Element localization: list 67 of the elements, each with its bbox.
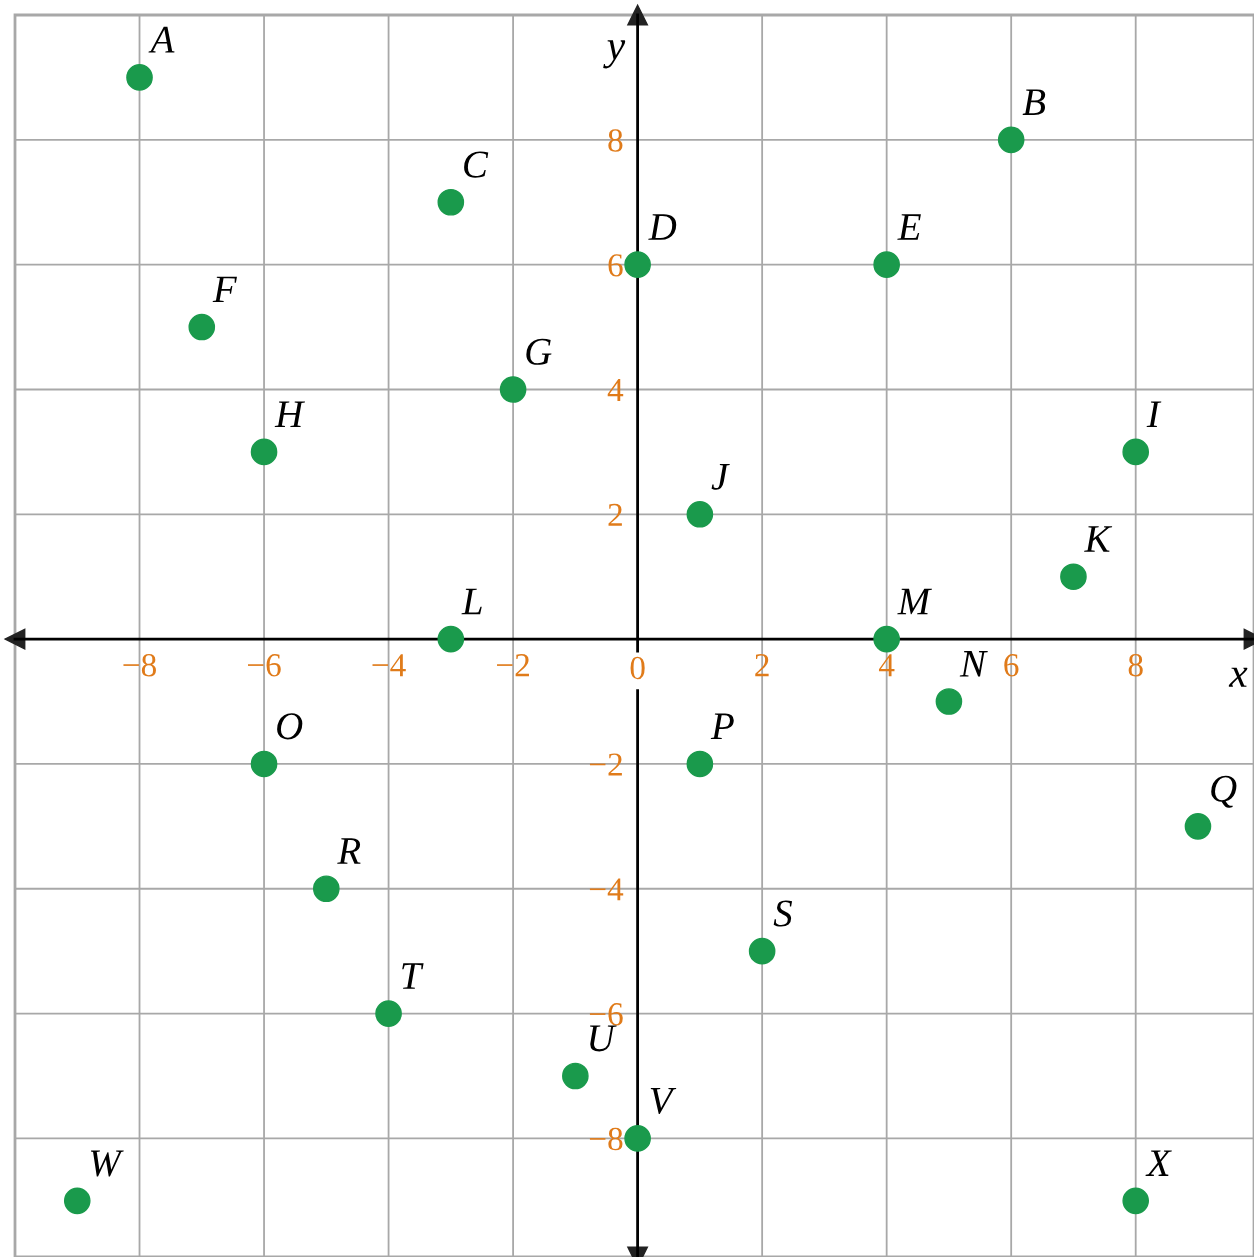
- x-tick-label: −4: [372, 654, 406, 677]
- annotation: J: [711, 463, 730, 490]
- annotation: G: [526, 338, 552, 365]
- annotation: I: [1146, 401, 1162, 427]
- point: [1184, 813, 1212, 840]
- point: [873, 251, 900, 278]
- point: [686, 500, 714, 528]
- y-tick-label: 4: [607, 379, 624, 402]
- annotation: V: [650, 1088, 677, 1115]
- annotation: W: [90, 1150, 124, 1177]
- point: [624, 251, 651, 278]
- point: [437, 625, 465, 653]
- annotation: O: [277, 713, 303, 740]
- point: [437, 188, 465, 216]
- annotation: A: [148, 26, 175, 53]
- point: [63, 1187, 91, 1215]
- annotation: C: [464, 151, 489, 178]
- y-tick-label: 8: [608, 129, 623, 152]
- y-tick-label: −6: [589, 1003, 623, 1026]
- point: [624, 1125, 651, 1152]
- point: [1060, 563, 1087, 591]
- annotation: H: [274, 401, 305, 427]
- annotation: F: [212, 276, 237, 303]
- x-tick-label: 2: [755, 654, 769, 677]
- point: [873, 625, 900, 653]
- point: [1122, 1187, 1150, 1215]
- annotation: L: [461, 588, 482, 615]
- point: [250, 438, 278, 466]
- point: [312, 875, 340, 903]
- point: [250, 750, 278, 778]
- annotation: K: [1084, 526, 1113, 552]
- annotation: E: [897, 214, 921, 240]
- y-tick-label: −2: [589, 753, 622, 776]
- annotation: T: [402, 963, 424, 989]
- point: [562, 1062, 589, 1090]
- annotation: Q: [1211, 775, 1237, 808]
- annotation: X: [1145, 1150, 1172, 1176]
- x-tick-label: 4: [878, 654, 895, 677]
- annotation: D: [648, 214, 677, 240]
- annotation: M: [897, 588, 932, 615]
- annotation: R: [337, 838, 361, 864]
- annotation: B: [1022, 89, 1046, 115]
- x-tick-label: −2: [497, 654, 529, 677]
- point: [686, 750, 714, 778]
- annotation: S: [773, 900, 793, 927]
- x-axis-title: x: [1228, 667, 1248, 687]
- point: [188, 313, 216, 341]
- point: [1122, 438, 1150, 466]
- y-tick-label: 6: [608, 254, 623, 277]
- point: [499, 376, 527, 403]
- x-tick-label: 6: [1004, 654, 1019, 677]
- x-tick-label: −6: [247, 654, 281, 677]
- y-axis-title: y: [603, 40, 626, 69]
- x-tick-label: −8: [123, 653, 156, 677]
- annotation: P: [710, 713, 734, 739]
- point: [375, 1000, 402, 1027]
- annotation: N: [959, 651, 988, 677]
- x-tick-label: 0: [630, 656, 645, 680]
- point: [126, 64, 153, 91]
- x-tick-label: 8: [1128, 653, 1143, 677]
- point: [748, 937, 776, 965]
- point: [935, 688, 963, 715]
- y-tick-label: 2: [608, 503, 622, 526]
- y-tick-label: −8: [589, 1127, 623, 1151]
- point: [997, 126, 1025, 154]
- y-tick-label: −4: [589, 878, 624, 901]
- annotation: U: [590, 1025, 617, 1052]
